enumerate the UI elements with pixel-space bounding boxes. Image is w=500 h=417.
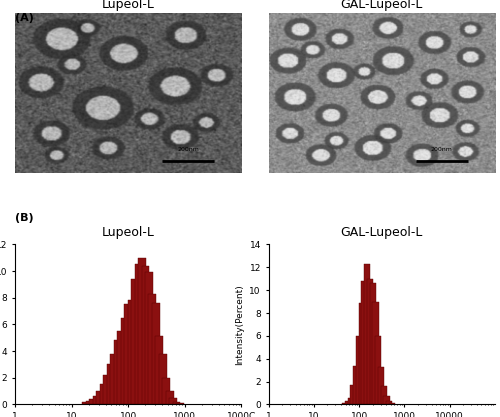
- Bar: [121, 318, 128, 404]
- Bar: [110, 354, 118, 404]
- Bar: [134, 264, 142, 404]
- Text: (A): (A): [15, 13, 34, 23]
- Text: (B): (B): [15, 213, 34, 223]
- Title: GAL-Lupeol-L: GAL-Lupeol-L: [340, 0, 423, 11]
- Bar: [172, 402, 180, 404]
- Bar: [353, 366, 360, 404]
- Text: 200nm: 200nm: [431, 147, 452, 152]
- Title: GAL-Lupeol-L: GAL-Lupeol-L: [340, 226, 423, 239]
- Bar: [96, 391, 104, 404]
- Bar: [380, 386, 387, 404]
- Bar: [344, 401, 351, 404]
- Bar: [100, 384, 108, 404]
- Bar: [107, 364, 115, 404]
- Bar: [124, 304, 132, 404]
- Bar: [138, 258, 146, 404]
- Bar: [364, 264, 370, 404]
- Bar: [358, 303, 365, 404]
- Bar: [356, 336, 362, 404]
- Bar: [375, 336, 382, 404]
- Bar: [156, 337, 163, 404]
- Bar: [350, 385, 356, 404]
- Bar: [159, 354, 166, 404]
- Title: Lupeol-L: Lupeol-L: [102, 0, 154, 11]
- Bar: [128, 301, 136, 404]
- Bar: [145, 272, 153, 404]
- Bar: [389, 403, 396, 404]
- Bar: [114, 341, 122, 404]
- Bar: [118, 331, 125, 404]
- Bar: [348, 398, 354, 404]
- Bar: [131, 279, 139, 404]
- Bar: [152, 303, 160, 404]
- Bar: [148, 294, 156, 404]
- Bar: [386, 401, 392, 404]
- Bar: [378, 367, 384, 404]
- Bar: [384, 397, 390, 404]
- Bar: [162, 378, 170, 404]
- Bar: [342, 403, 348, 404]
- Bar: [82, 402, 90, 404]
- Text: 200nm: 200nm: [178, 147, 199, 152]
- Bar: [176, 403, 184, 404]
- Title: Lupeol-L: Lupeol-L: [102, 226, 154, 239]
- Bar: [142, 266, 150, 404]
- Bar: [367, 279, 373, 404]
- Bar: [370, 284, 376, 404]
- Y-axis label: Intensity(Percent): Intensity(Percent): [235, 284, 244, 365]
- Bar: [169, 398, 177, 404]
- Bar: [166, 391, 173, 404]
- Bar: [92, 397, 100, 404]
- Bar: [104, 375, 111, 404]
- Bar: [89, 399, 96, 404]
- Bar: [372, 301, 378, 404]
- Bar: [86, 401, 94, 404]
- Bar: [362, 281, 368, 404]
